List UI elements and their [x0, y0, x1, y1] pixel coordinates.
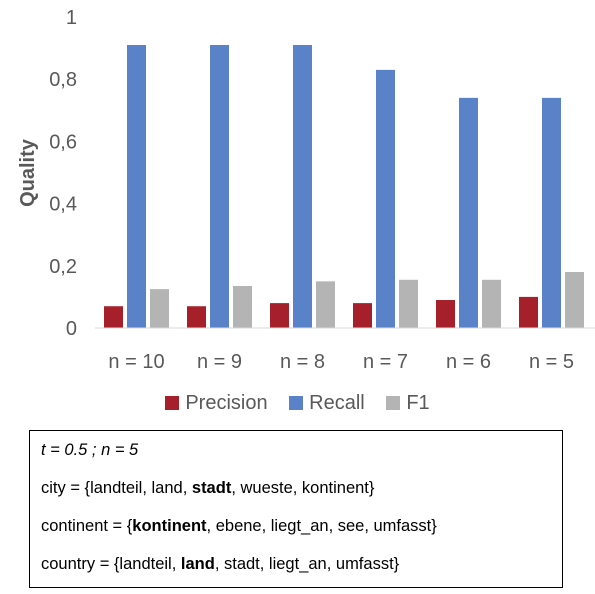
bar-recall-5 [459, 97, 478, 328]
bar-f1-2 [233, 286, 252, 328]
legend-item-precision: Precision [165, 392, 268, 415]
bar-f1-6 [565, 272, 584, 328]
y-tick-label: 0,4 [49, 194, 77, 216]
x-tick-label: n = 5 [529, 351, 574, 373]
legend: Precision Recall F1 [0, 392, 595, 415]
legend-swatch-f1 [386, 396, 401, 410]
info-continent-bold: kontinent [132, 517, 207, 535]
legend-label-recall: Recall [309, 392, 365, 414]
bar-recall-6 [542, 97, 561, 328]
legend-label-precision: Precision [185, 392, 268, 414]
bar-precision-4 [353, 303, 372, 328]
info-city-bold: stadt [191, 479, 232, 497]
info-country-pre: country = {landteil, [41, 555, 181, 573]
info-box: t = 0.5 ; n = 5 city = {landteil, land, … [29, 430, 563, 588]
info-continent-post: , ebene, liegt_an, see, umfasst} [206, 517, 437, 535]
x-axis-ticks: n = 10 n = 9 n = 8 n = 7 n = 6 n = 5 [108, 351, 574, 373]
bars [104, 44, 584, 329]
bar-recall-4 [376, 69, 395, 329]
bar-f1-3 [316, 281, 335, 328]
info-params: t = 0.5 ; n = 5 [41, 441, 139, 459]
legend-swatch-recall [289, 396, 304, 410]
legend-label-f1: F1 [406, 392, 430, 414]
legend-item-f1: F1 [386, 392, 430, 415]
info-continent-pre: continent = { [41, 517, 133, 535]
y-tick-label: 0,8 [49, 69, 77, 91]
bar-recall-3 [293, 44, 312, 329]
info-city: city = {landteil, land, stadt, wueste, k… [41, 477, 551, 515]
info-country: country = {landteil, land, stadt, liegt_… [41, 553, 551, 591]
y-tick-label: 1 [66, 7, 77, 29]
x-tick-label: n = 7 [363, 351, 408, 373]
bar-f1-4 [399, 279, 418, 328]
bar-f1-1 [150, 289, 169, 328]
bar-f1-5 [482, 279, 501, 328]
y-tick-label: 0,6 [49, 131, 77, 153]
info-country-bold: land [180, 555, 215, 573]
bar-precision-3 [270, 303, 289, 328]
bar-recall-1 [127, 44, 146, 329]
y-axis-ticks: 0 0,2 0,4 0,6 0,8 1 [49, 7, 77, 340]
info-city-post: , wueste, kontinent} [231, 479, 375, 497]
y-tick-label: 0,2 [49, 256, 77, 278]
y-axis-label: Quality [17, 138, 39, 207]
bar-precision-6 [519, 296, 538, 328]
x-tick-label: n = 9 [197, 351, 242, 373]
info-city-pre: city = {landteil, land, [41, 479, 192, 497]
info-continent: continent = {kontinent, ebene, liegt_an,… [41, 515, 551, 553]
x-tick-label: n = 6 [446, 351, 491, 373]
bar-precision-5 [436, 300, 455, 328]
bar-precision-2 [187, 306, 206, 328]
legend-item-recall: Recall [289, 392, 365, 415]
y-tick-label: 0 [66, 318, 77, 340]
bar-recall-2 [210, 44, 229, 329]
x-tick-label: n = 10 [108, 351, 164, 373]
info-country-post: , stadt, liegt_an, umfasst} [214, 555, 400, 573]
legend-swatch-precision [165, 396, 180, 410]
x-tick-label: n = 8 [280, 351, 325, 373]
bar-precision-1 [104, 306, 123, 328]
